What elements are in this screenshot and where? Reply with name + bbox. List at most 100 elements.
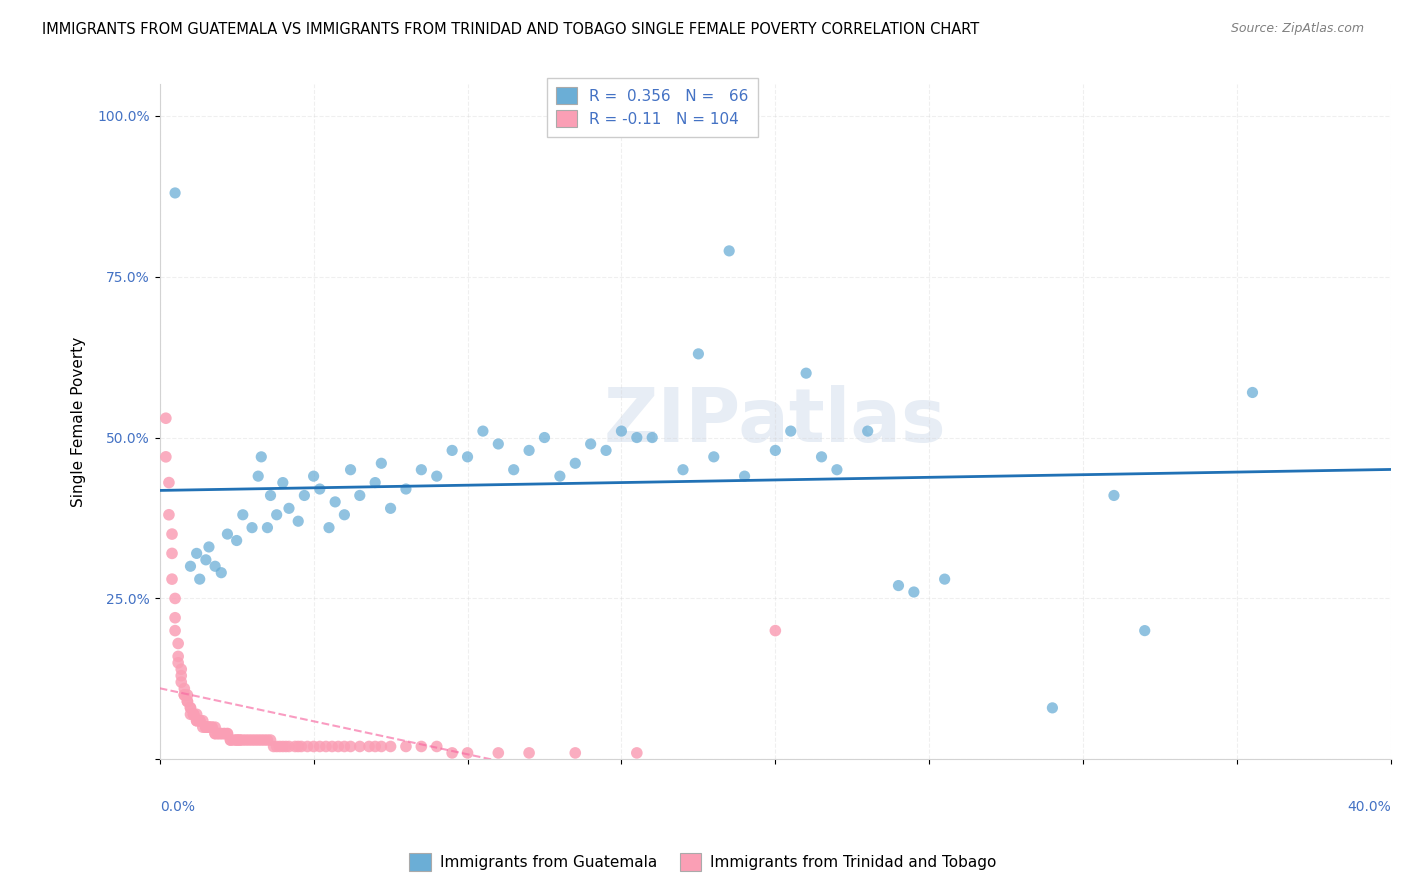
Point [183, 707, 205, 722]
Point [380, 739, 402, 754]
Point [339, 463, 361, 477]
Point [186, 707, 208, 722]
Point [1042, 701, 1064, 715]
Point [207, 726, 229, 740]
Point [204, 726, 226, 740]
Point [266, 739, 288, 754]
Point [250, 450, 273, 464]
Point [155, 411, 177, 425]
Point [217, 726, 239, 740]
Point [209, 726, 232, 740]
Point [471, 424, 494, 438]
Point [194, 720, 217, 734]
Point [253, 733, 276, 747]
Point [486, 746, 509, 760]
Point [229, 733, 252, 747]
Point [266, 508, 288, 522]
Point [626, 431, 648, 445]
Point [191, 714, 214, 728]
Point [703, 450, 725, 464]
Point [235, 733, 257, 747]
Point [672, 463, 695, 477]
Point [204, 726, 226, 740]
Point [457, 746, 479, 760]
Point [186, 714, 208, 728]
Point [194, 553, 217, 567]
Point [173, 688, 195, 702]
Point [308, 739, 330, 754]
Point [183, 707, 205, 722]
Point [222, 733, 245, 747]
Point [271, 739, 294, 754]
Point [247, 469, 270, 483]
Point [502, 463, 524, 477]
Point [243, 733, 266, 747]
Point [1241, 385, 1264, 400]
Point [173, 688, 195, 702]
Point [214, 726, 236, 740]
Point [269, 739, 291, 754]
Point [380, 501, 402, 516]
Point [856, 424, 879, 438]
Point [278, 739, 301, 754]
Point [217, 527, 239, 541]
Point [201, 720, 224, 734]
Text: Source: ZipAtlas.com: Source: ZipAtlas.com [1230, 22, 1364, 36]
Point [256, 521, 278, 535]
Point [395, 739, 418, 754]
Point [517, 443, 540, 458]
Point [198, 720, 221, 734]
Point [165, 186, 187, 200]
Point [157, 475, 180, 490]
Point [225, 533, 247, 548]
Point [160, 572, 183, 586]
Point [263, 739, 285, 754]
Point [165, 591, 187, 606]
Point [274, 739, 297, 754]
Point [308, 482, 330, 496]
Point [934, 572, 956, 586]
Point [349, 488, 371, 502]
Point [318, 521, 340, 535]
Point [287, 739, 309, 754]
Point [188, 572, 211, 586]
Point [302, 739, 325, 754]
Point [198, 720, 221, 734]
Point [517, 746, 540, 760]
Point [179, 559, 201, 574]
Point [170, 668, 193, 682]
Point [810, 450, 832, 464]
Point [411, 739, 433, 754]
Text: ZIPatlas: ZIPatlas [605, 385, 946, 458]
Point [887, 578, 910, 592]
Point [225, 733, 247, 747]
Point [170, 675, 193, 690]
Point [173, 681, 195, 696]
Point [188, 714, 211, 728]
Legend: Immigrants from Guatemala, Immigrants from Trinidad and Tobago: Immigrants from Guatemala, Immigrants fr… [399, 844, 1007, 880]
Point [364, 475, 387, 490]
Point [411, 463, 433, 477]
Point [188, 714, 211, 728]
Point [191, 720, 214, 734]
Point [194, 720, 217, 734]
Point [595, 443, 617, 458]
Point [290, 739, 312, 754]
Point [610, 424, 633, 438]
Point [734, 469, 756, 483]
Point [302, 469, 325, 483]
Point [315, 739, 337, 754]
Point [160, 546, 183, 560]
Point [333, 508, 356, 522]
Point [426, 469, 449, 483]
Text: 40.0%: 40.0% [1347, 800, 1391, 814]
Point [160, 527, 183, 541]
Point [198, 540, 221, 554]
Point [176, 694, 198, 708]
Point [825, 463, 848, 477]
Point [232, 733, 254, 747]
Point [763, 624, 786, 638]
Point [271, 475, 294, 490]
Point [259, 488, 281, 502]
Point [232, 508, 254, 522]
